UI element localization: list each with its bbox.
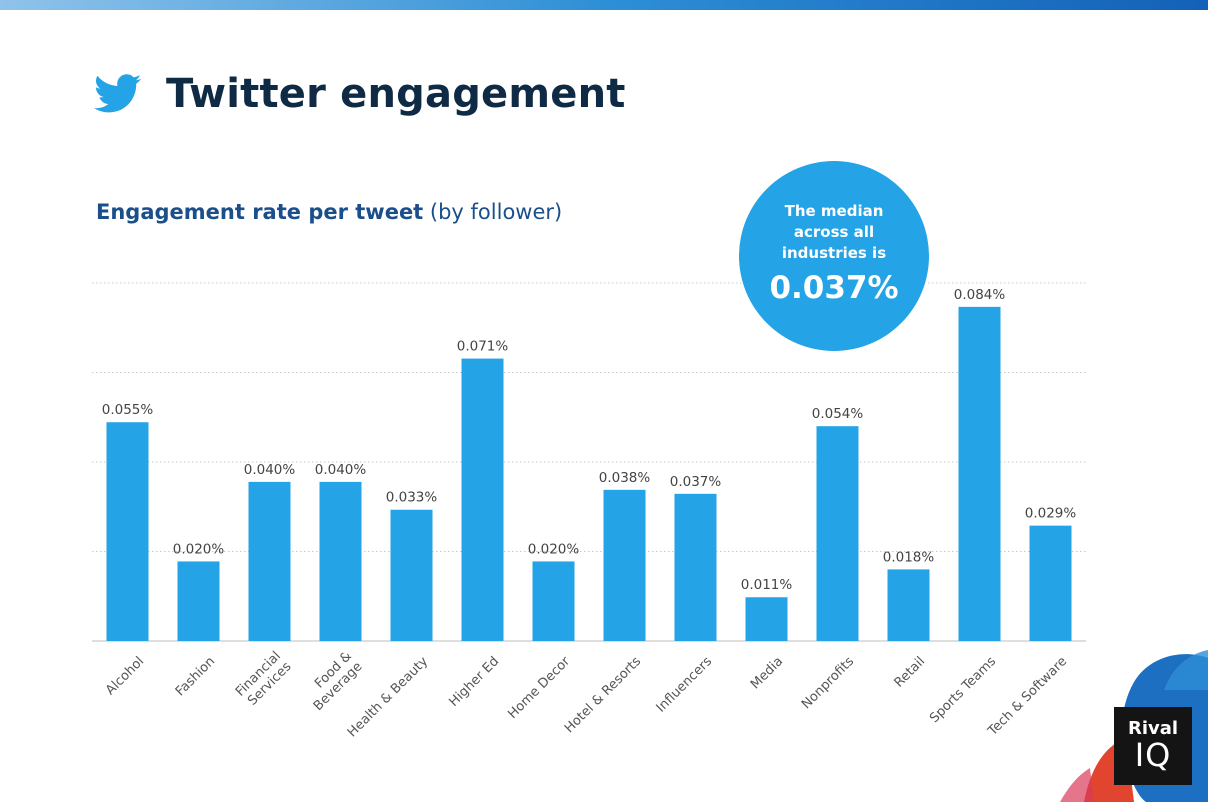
tick-label-line: Higher Ed [446, 654, 502, 710]
tick-label: Nonprofits [799, 654, 857, 712]
bar [674, 493, 717, 641]
data-label: 0.040% [244, 462, 296, 478]
tick-label-line: Tech & Software [985, 654, 1070, 739]
median-callout: The median across all industries is 0.03… [739, 161, 929, 351]
bar [1029, 525, 1072, 641]
bar [248, 481, 291, 641]
bar [177, 561, 220, 641]
bar [461, 358, 504, 641]
bar [958, 306, 1001, 641]
tick-label-line: Sports Teams [927, 654, 999, 726]
tick-label: Fashion [173, 654, 218, 699]
data-label: 0.018% [883, 549, 935, 565]
chart-subtitle: Engagement rate per tweet (by follower) [96, 200, 562, 224]
tick-label: Alcohol [103, 654, 147, 698]
data-label: 0.055% [102, 402, 154, 418]
page-title: Twitter engagement [166, 71, 626, 117]
tick-label: Retail [892, 654, 929, 691]
tick-label: Influencers [654, 654, 716, 716]
tick-label: Higher Ed [446, 654, 502, 710]
bar [745, 597, 788, 641]
subtitle-light: (by follower) [423, 200, 563, 224]
data-label: 0.033% [386, 490, 438, 506]
tick-label: Sports Teams [927, 654, 999, 726]
data-label: 0.038% [599, 470, 651, 486]
tick-label: Media [748, 654, 786, 692]
bar [603, 489, 646, 641]
data-label: 0.020% [528, 541, 580, 557]
rival-iq-logo: Rival IQ [1114, 707, 1192, 785]
bar [319, 481, 362, 641]
logo-line-rival: Rival [1127, 718, 1179, 739]
twitter-bird-icon [94, 74, 142, 113]
top-accent-bar [0, 0, 1208, 10]
tick-label-line: Retail [892, 654, 929, 691]
tick-label-line: Hotel & Resorts [562, 654, 644, 736]
tick-label: Home Decor [505, 654, 573, 722]
tick-label-line: Alcohol [103, 654, 147, 698]
tick-label-line: Nonprofits [799, 654, 857, 712]
data-label: 0.040% [315, 462, 367, 478]
bar [816, 426, 859, 641]
tick-label-line: Home Decor [505, 654, 573, 722]
bar [390, 509, 433, 641]
tick-label-line: Media [748, 654, 786, 692]
bar [887, 569, 930, 641]
page-header: Twitter engagement [94, 66, 626, 122]
bar [106, 422, 149, 641]
tick-label: Tech & Software [985, 654, 1070, 739]
data-label: 0.054% [812, 406, 864, 422]
data-label: 0.011% [741, 577, 793, 593]
tick-label: FinancialServices [233, 649, 295, 711]
data-label: 0.037% [670, 474, 722, 490]
data-label: 0.029% [1025, 506, 1077, 522]
data-label: 0.020% [173, 541, 225, 557]
median-value: 0.037% [769, 269, 899, 306]
data-label: 0.084% [954, 287, 1006, 303]
tick-label: Hotel & Resorts [562, 654, 644, 736]
logo-line-iq: IQ [1134, 736, 1172, 774]
tick-label-line: Fashion [173, 654, 218, 699]
subtitle-bold: Engagement rate per tweet [96, 200, 424, 224]
tick-label-line: Influencers [654, 654, 716, 716]
bar [532, 561, 575, 641]
tick-label: Food &Beverage [300, 649, 365, 714]
data-label: 0.071% [457, 339, 509, 355]
median-text: The median across all industries is [781, 201, 887, 262]
